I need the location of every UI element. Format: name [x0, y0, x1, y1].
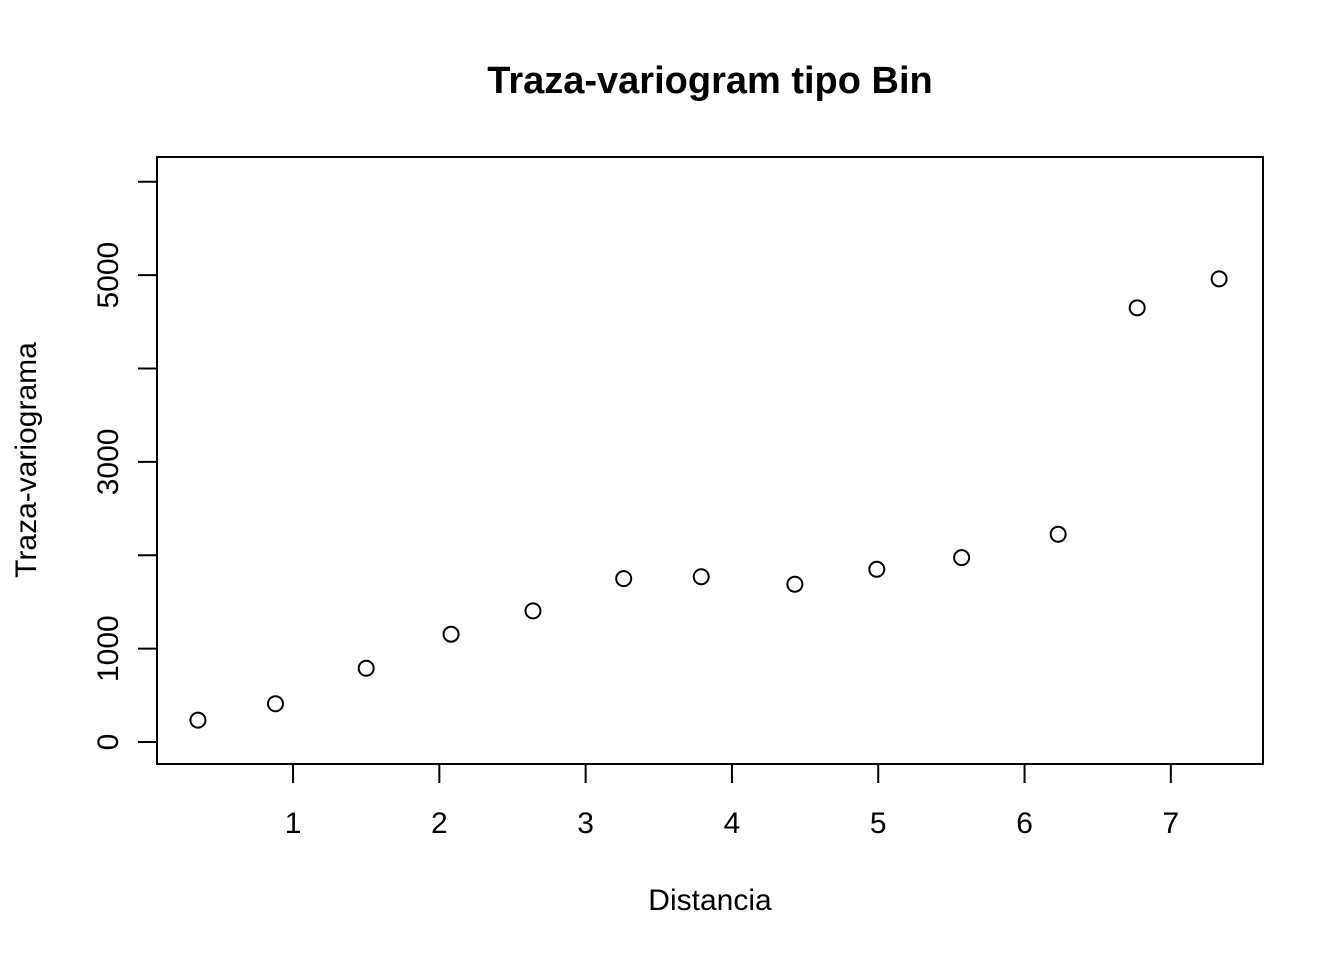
y-tick-label: 3000	[92, 429, 125, 496]
plot-area-frame	[156, 156, 1264, 765]
x-tick-label: 7	[1162, 807, 1179, 840]
data-point	[1049, 525, 1067, 543]
data-point	[267, 695, 284, 713]
data-point	[189, 711, 207, 729]
x-axis-label: Distancia	[648, 884, 772, 917]
y-tick-label: 0	[92, 734, 125, 751]
data-point	[1128, 299, 1146, 317]
x-tick-label: 4	[724, 807, 741, 840]
data-point	[692, 568, 710, 586]
y-tick-label: 1000	[92, 615, 125, 682]
data-point	[868, 560, 886, 578]
data-point	[357, 659, 375, 677]
y-axis: 0 1000 3000 5000	[92, 180, 158, 751]
x-tick-label: 1	[285, 807, 302, 840]
data-point	[524, 602, 542, 620]
chart-title: Traza-variogram tipo Bin	[487, 60, 933, 102]
x-axis: 1 2 3 4 5 6 7	[285, 763, 1179, 840]
x-tick-label: 6	[1016, 807, 1033, 840]
x-tick-label: 3	[577, 807, 594, 840]
x-tick-label: 5	[870, 807, 887, 840]
y-axis-label: Traza-variograma	[10, 342, 43, 578]
y-tick-label: 5000	[92, 242, 125, 309]
data-point	[786, 575, 804, 593]
data-point	[615, 570, 633, 588]
data-point	[953, 549, 971, 567]
data-point	[1210, 270, 1228, 288]
data-point	[442, 625, 460, 643]
x-tick-label: 2	[431, 807, 448, 840]
data-points	[189, 270, 1228, 729]
